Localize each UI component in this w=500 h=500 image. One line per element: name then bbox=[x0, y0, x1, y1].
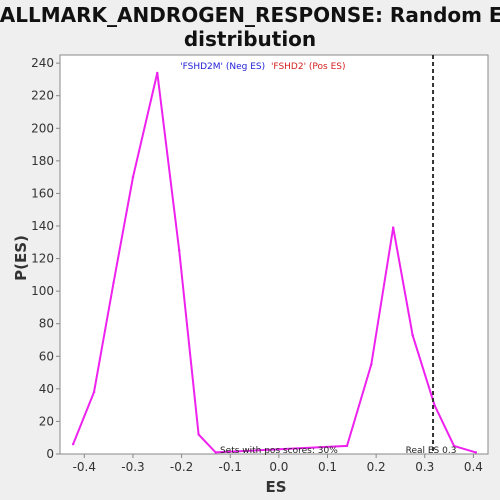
chart-title-line2: distribution bbox=[184, 27, 316, 51]
data-point-3 bbox=[131, 175, 135, 179]
data-point-13 bbox=[452, 444, 456, 448]
plot-area bbox=[59, 54, 489, 455]
y-tick-label-12: 240 bbox=[31, 56, 54, 70]
legend-entry-neg: 'FSHD2M' (Neg ES) bbox=[180, 62, 265, 72]
data-point-8 bbox=[345, 444, 349, 448]
data-point-6 bbox=[197, 433, 200, 436]
y-tick-label-8: 160 bbox=[31, 186, 54, 200]
x-tick-label-3: -0.1 bbox=[219, 460, 242, 474]
pos-scores-annotation: Sets with pos scores: 30% bbox=[220, 446, 338, 456]
x-tick-label-5: 0.1 bbox=[318, 460, 337, 474]
data-point-11 bbox=[411, 333, 414, 337]
data-point-7 bbox=[214, 451, 217, 454]
y-tick-label-9: 180 bbox=[31, 154, 54, 168]
x-tick-label-1: -0.3 bbox=[121, 460, 144, 474]
y-tick-label-10: 200 bbox=[31, 121, 54, 135]
legend-entry-pos: 'FSHD2' (Pos ES) bbox=[271, 62, 346, 72]
y-tick-label-1: 20 bbox=[39, 414, 54, 428]
y-tick-label-4: 80 bbox=[39, 317, 54, 331]
real-es-label: Real ES 0.3 bbox=[406, 446, 457, 456]
data-point-2 bbox=[112, 281, 115, 285]
x-tick-label-4: 0.0 bbox=[269, 460, 288, 474]
series-points bbox=[71, 71, 478, 454]
data-point-14 bbox=[474, 451, 478, 454]
x-tick-label-8: 0.4 bbox=[464, 460, 483, 474]
x-axis-title: ES bbox=[265, 478, 286, 496]
chart-title-line1: HALLMARK_ANDROGEN_RESPONSE: Random ES bbox=[0, 3, 500, 27]
data-point-0 bbox=[71, 443, 75, 446]
data-point-4 bbox=[156, 71, 159, 75]
x-tick-label-6: 0.2 bbox=[367, 460, 386, 474]
data-point-5 bbox=[177, 249, 181, 252]
x-axis-ticks: -0.4 -0.3 -0.2 -0.1 0.0 0.1 0.2 0.3 0.4 bbox=[73, 454, 483, 474]
y-tick-label-11: 220 bbox=[31, 89, 54, 103]
y-tick-label-3: 60 bbox=[39, 349, 54, 363]
y-tick-label-0: 0 bbox=[46, 447, 54, 461]
y-tick-label-2: 40 bbox=[39, 382, 54, 396]
legend: 'FSHD2M' (Neg ES) 'FSHD2' (Pos ES) bbox=[180, 62, 345, 72]
data-point-10 bbox=[391, 226, 395, 229]
y-tick-label-7: 140 bbox=[31, 219, 54, 233]
x-tick-label-2: -0.2 bbox=[170, 460, 193, 474]
x-tick-label-7: 0.3 bbox=[415, 460, 434, 474]
x-tick-label-0: -0.4 bbox=[73, 460, 96, 474]
data-point-9 bbox=[370, 363, 373, 366]
y-tick-label-6: 120 bbox=[31, 252, 54, 266]
y-axis-ticks: 0 20 40 60 80 100 120 140 160 180 200 220 240 bbox=[31, 56, 60, 461]
y-axis-title: P(ES) bbox=[12, 235, 30, 281]
data-point-1 bbox=[92, 390, 96, 394]
y-tick-label-5: 100 bbox=[31, 284, 54, 298]
